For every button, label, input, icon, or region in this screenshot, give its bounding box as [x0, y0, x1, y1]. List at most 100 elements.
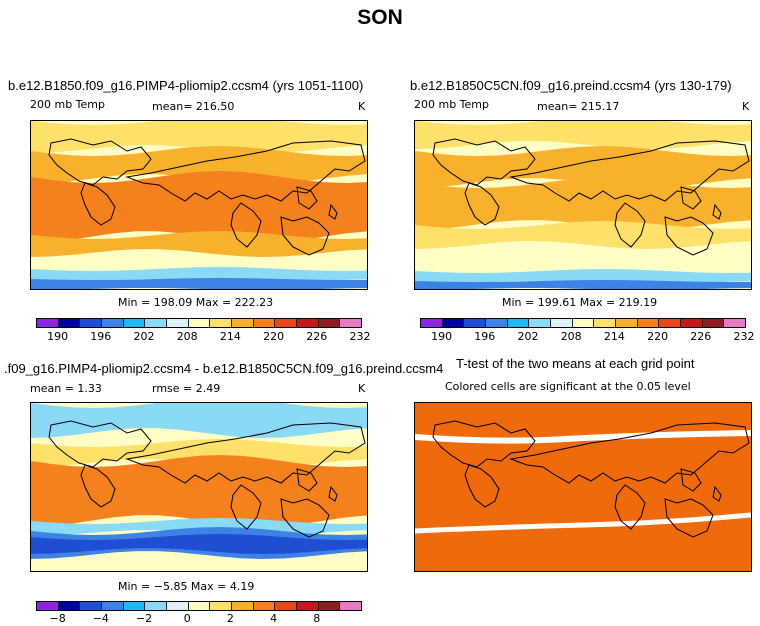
- coastline: [280, 216, 330, 256]
- field-band-subtropic-south: [415, 221, 751, 249]
- colorbar-swatch: [637, 319, 660, 327]
- colorbar-tick-label: −4: [92, 612, 109, 625]
- panel1-map: [30, 120, 368, 290]
- field-band-subpolar: [31, 267, 367, 283]
- coastline: [712, 203, 722, 220]
- significance-field: [415, 403, 751, 571]
- colorbar-swatch: [297, 602, 319, 610]
- field-band-north: [31, 403, 367, 438]
- colorbar-tick-label: 196: [474, 330, 496, 343]
- colorbar-swatch: [232, 602, 254, 610]
- colorbar-tick-label: 190: [431, 330, 453, 343]
- colorbar-swatch: [80, 319, 103, 327]
- colorbar-swatch: [167, 602, 189, 610]
- panel3-minmax-label: Min = −5.85 Max = 4.19: [118, 580, 255, 593]
- field-band-north: [415, 121, 751, 149]
- coastline: [80, 182, 116, 226]
- panel1-variable-label: 200 mb Temp: [30, 98, 106, 111]
- colorbar-swatch: [442, 319, 465, 327]
- colorbar-swatch: [123, 319, 146, 327]
- coastline: [328, 203, 338, 220]
- field-band-tropics: [415, 178, 751, 230]
- colorbar-swatch: [702, 319, 725, 327]
- colorbar-tick-label: 4: [270, 612, 278, 625]
- colorbar-swatch: [297, 319, 319, 327]
- field-band-subtropic-south: [31, 231, 367, 257]
- panel3-map: [30, 402, 368, 572]
- colorbar-swatch: [167, 319, 189, 327]
- field-band-north: [31, 121, 367, 153]
- colorbar-swatch: [486, 319, 508, 327]
- colorbar-swatch: [421, 319, 443, 327]
- colorbar-tick-label: 0: [183, 612, 191, 625]
- colorbar-swatch: [318, 602, 341, 610]
- coastline: [509, 422, 750, 484]
- colorbar-swatch: [232, 319, 254, 327]
- colorbar-swatch: [145, 602, 168, 610]
- colorbar-swatch: [594, 319, 617, 327]
- coastline: [664, 216, 714, 256]
- colorbar-tick-label: 202: [517, 330, 539, 343]
- panel3-mean-label: mean = 1.33: [30, 382, 102, 395]
- coastline: [125, 140, 366, 202]
- colorbar-swatch: [659, 319, 682, 327]
- coastline: [712, 485, 722, 502]
- coastline: [280, 498, 330, 538]
- colorbar-swatch: [188, 602, 211, 610]
- field-band-north-mid: [31, 439, 367, 467]
- panel2-colorbar-ticks: 190 196 202 208 214 220 226 232: [420, 330, 754, 344]
- coastline: [464, 182, 500, 226]
- field-band-polar: [415, 280, 751, 289]
- colorbar-swatch: [123, 602, 146, 610]
- panel4-title: T-test of the two means at each grid poi…: [456, 356, 695, 371]
- panel1-units-label: K: [358, 100, 366, 113]
- panel2-map-plot: [415, 121, 751, 289]
- panel4-map: [414, 402, 752, 572]
- coastline: [614, 484, 646, 530]
- field-band-subtropic-north: [415, 146, 751, 188]
- panel3-rmse-label: rmse = 2.49: [152, 382, 221, 395]
- colorbar-swatch: [572, 319, 595, 327]
- panel2-units-label: K: [742, 100, 750, 113]
- colorbar-swatch: [253, 319, 276, 327]
- panel1-minmax-label: Min = 198.09 Max = 222.23: [118, 296, 274, 309]
- panel1-map-plot: [31, 121, 367, 289]
- colorbar-tick-label: 8: [313, 612, 321, 625]
- panel2-minmax-label: Min = 199.61 Max = 219.19: [502, 296, 658, 309]
- colorbar-swatch: [616, 319, 638, 327]
- field-band-polar: [31, 278, 367, 289]
- coastline: [464, 464, 500, 508]
- coastline: [664, 498, 714, 538]
- colorbar-tick-label: −2: [135, 612, 153, 625]
- coastline: [680, 468, 702, 492]
- panel3-colorbar: [36, 601, 362, 611]
- colorbar-tick-label: 214: [219, 330, 241, 343]
- colorbar-swatch: [253, 602, 276, 610]
- colorbar-tick-label: 202: [133, 330, 155, 343]
- field-band-tropics: [31, 455, 367, 527]
- colorbar-tick-label: 196: [90, 330, 112, 343]
- colorbar-swatch: [210, 602, 233, 610]
- colorbar-tick-label: 220: [647, 330, 669, 343]
- field-band-subpolar: [415, 269, 751, 285]
- colorbar-swatch: [102, 319, 124, 327]
- colorbar-swatch: [318, 319, 341, 327]
- panel3-map-plot: [31, 403, 367, 571]
- coastline: [328, 485, 338, 502]
- panel1-colorbar-ticks: 190 196 202 208 214 220 226 232: [36, 330, 370, 344]
- colorbar-tick-label: 232: [733, 330, 755, 343]
- field-band-southern-core: [31, 534, 367, 554]
- colorbar-swatch: [275, 319, 298, 327]
- colorbar-swatch: [340, 602, 362, 610]
- panel2-colorbar: [420, 318, 746, 328]
- colorbar-tick-label: 232: [349, 330, 371, 343]
- panel2-variable-label: 200 mb Temp: [414, 98, 490, 111]
- colorbar-tick-label: 190: [47, 330, 69, 343]
- panel4-map-plot: [415, 403, 751, 571]
- colorbar-tick-label: 214: [603, 330, 625, 343]
- coastline: [125, 422, 366, 484]
- colorbar-tick-label: 208: [560, 330, 582, 343]
- colorbar-swatch: [529, 319, 552, 327]
- nonsignificant-band-south: [415, 512, 751, 534]
- coastline: [80, 464, 116, 508]
